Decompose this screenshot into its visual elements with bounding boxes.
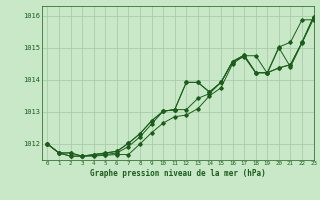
X-axis label: Graphe pression niveau de la mer (hPa): Graphe pression niveau de la mer (hPa) <box>90 169 266 178</box>
